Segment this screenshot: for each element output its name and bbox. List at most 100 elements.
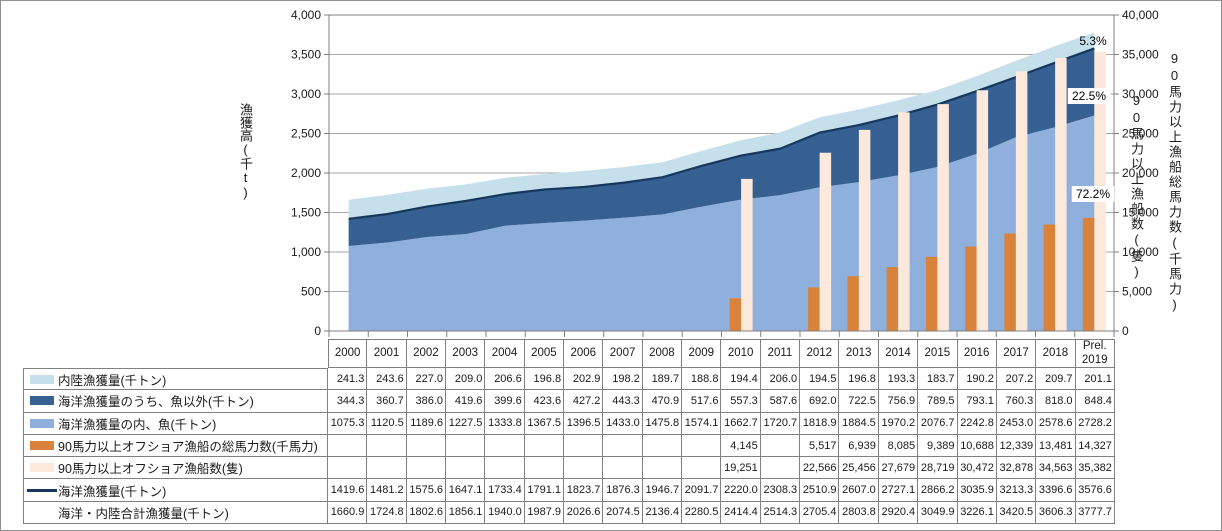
table-value-cell: 1120.5 bbox=[367, 412, 407, 435]
table-value-cell: 1396.5 bbox=[564, 412, 604, 435]
annotation-label: 22.5% bbox=[1072, 89, 1106, 103]
table-value-cell bbox=[642, 434, 683, 458]
table-year-header: 2006 bbox=[564, 339, 604, 368]
right-axis-title-vessels: 90馬力以上漁船数(隻) bbox=[1129, 93, 1144, 281]
left-axis-label: 2,000 bbox=[291, 166, 321, 180]
table-value-cell bbox=[682, 457, 722, 480]
table-value-cell: 209.7 bbox=[1036, 368, 1076, 391]
table-year-header: 2008 bbox=[642, 339, 683, 368]
annotation-label: 72.2% bbox=[1076, 187, 1110, 201]
table-value-cell: 30,472 bbox=[957, 457, 997, 480]
bar bbox=[808, 287, 820, 331]
table-value-cell: 1662.7 bbox=[721, 412, 761, 435]
bar bbox=[925, 256, 938, 331]
bar bbox=[858, 129, 871, 331]
table-value-cell: 209.0 bbox=[446, 368, 486, 391]
table-value-cell: 12,339 bbox=[996, 434, 1037, 458]
table-year-header: 2004 bbox=[485, 339, 525, 368]
annotation-bg bbox=[1071, 186, 1115, 202]
bar bbox=[898, 112, 910, 331]
bar bbox=[965, 246, 977, 331]
annotation-bg bbox=[1067, 88, 1111, 104]
table-value-cell: 183.7 bbox=[918, 368, 958, 391]
legend-cell: 90馬力以上オフショア漁船数(隻) bbox=[23, 457, 328, 480]
table-year-header: Prel. 2019 bbox=[1075, 339, 1115, 368]
bar bbox=[1055, 57, 1067, 331]
table-value-cell: 722.5 bbox=[839, 390, 879, 413]
table-value-cell bbox=[524, 434, 565, 458]
table-value-cell: 1884.5 bbox=[839, 412, 879, 435]
bar bbox=[1004, 233, 1016, 331]
right-axis-title-horsepower: 90馬力以上漁船総馬力数(千馬力) bbox=[1167, 51, 1182, 314]
table-value-cell: 2414.4 bbox=[721, 501, 761, 525]
table-value-cell: 2514.3 bbox=[760, 501, 801, 525]
table-value-cell: 1419.6 bbox=[328, 479, 368, 502]
right-axis-label: 15,000 bbox=[1122, 206, 1159, 220]
combo-chart: 0 500 1,000 1,500 2,000 2,500 3,000 3,500 4,000 0… bbox=[291, 8, 1159, 338]
bar bbox=[741, 178, 753, 331]
left-axis-label: 500 bbox=[301, 285, 321, 299]
table-value-cell: 423.6 bbox=[524, 390, 565, 413]
table-value-cell: 1818.9 bbox=[800, 412, 840, 435]
table-value-cell bbox=[642, 457, 683, 480]
table-year-header: 2005 bbox=[524, 339, 565, 368]
right-axis-label: 10,000 bbox=[1122, 245, 1159, 259]
table-value-cell bbox=[760, 457, 801, 480]
table-value-cell: 1189.6 bbox=[406, 412, 447, 435]
legend-line-swatch bbox=[27, 488, 57, 492]
table-value-cell: 189.7 bbox=[642, 368, 683, 391]
table-year-header: 2001 bbox=[367, 339, 407, 368]
table-value-cell: 201.1 bbox=[1075, 368, 1115, 391]
legend-cell: 海洋漁獲量の内、魚(千トン) bbox=[23, 412, 328, 435]
table-value-cell bbox=[328, 434, 368, 458]
table-value-cell bbox=[564, 434, 604, 458]
right-axis-label: 25,000 bbox=[1122, 127, 1159, 141]
table-value-cell: 1574.1 bbox=[682, 412, 722, 435]
table-value-cell: 3396.6 bbox=[1036, 479, 1076, 502]
left-axis-label: 2,500 bbox=[291, 127, 321, 141]
table-value-cell: 19,251 bbox=[721, 457, 761, 480]
table-value-cell: 2578.6 bbox=[1036, 412, 1076, 435]
table-value-cell: 1647.1 bbox=[446, 479, 486, 502]
table-value-cell: 3606.3 bbox=[1036, 501, 1076, 525]
table-value-cell: 470.9 bbox=[642, 390, 683, 413]
table-value-cell: 789.5 bbox=[918, 390, 958, 413]
right-axis-label: 0 bbox=[1122, 324, 1129, 338]
table-value-cell bbox=[367, 457, 407, 480]
table-value-cell: 2308.3 bbox=[760, 479, 801, 502]
bar bbox=[1082, 217, 1095, 331]
table-value-cell: 10,688 bbox=[957, 434, 997, 458]
table-value-cell: 3213.3 bbox=[996, 479, 1037, 502]
table-value-cell: 2866.2 bbox=[918, 479, 958, 502]
legend-swatch bbox=[30, 418, 54, 428]
legend-swatch bbox=[30, 441, 54, 451]
bar bbox=[937, 104, 949, 331]
table-value-cell: 848.4 bbox=[1075, 390, 1115, 413]
table-year-header: 2013 bbox=[839, 339, 879, 368]
table-value-cell: 34,563 bbox=[1036, 457, 1076, 480]
table-value-cell: 2920.4 bbox=[878, 501, 919, 525]
table-year-header: 2018 bbox=[1036, 339, 1076, 368]
table-value-cell: 194.5 bbox=[800, 368, 840, 391]
line-series bbox=[348, 47, 1095, 220]
left-axis-label: 0 bbox=[314, 324, 321, 338]
table-value-cell: 1802.6 bbox=[406, 501, 447, 525]
table-value-cell: 1940.0 bbox=[485, 501, 525, 525]
table-value-cell: 2242.8 bbox=[957, 412, 997, 435]
table-value-cell: 3035.9 bbox=[957, 479, 997, 502]
table-year-header: 2010 bbox=[721, 339, 761, 368]
table-value-cell: 2076.7 bbox=[918, 412, 958, 435]
table-value-cell: 13,481 bbox=[1036, 434, 1076, 458]
table-value-cell: 190.2 bbox=[957, 368, 997, 391]
annotation-label: 5.3% bbox=[1079, 34, 1107, 48]
table-value-cell: 2803.8 bbox=[839, 501, 879, 525]
table-year-header: 2017 bbox=[996, 339, 1037, 368]
data-table: 2000 2001 2002 2003 2004 2005 2006 2007 2008 2009… bbox=[23, 339, 1115, 525]
bar bbox=[729, 298, 742, 331]
legend-label: 海洋・内陸合計漁獲量(千トン) bbox=[58, 506, 229, 521]
table-value-cell: 756.9 bbox=[878, 390, 919, 413]
table-value-cell: 3049.9 bbox=[918, 501, 958, 525]
table-value-cell: 1333.8 bbox=[485, 412, 525, 435]
right-axis-label: 5,000 bbox=[1122, 285, 1152, 299]
table-value-cell: 1720.7 bbox=[760, 412, 801, 435]
